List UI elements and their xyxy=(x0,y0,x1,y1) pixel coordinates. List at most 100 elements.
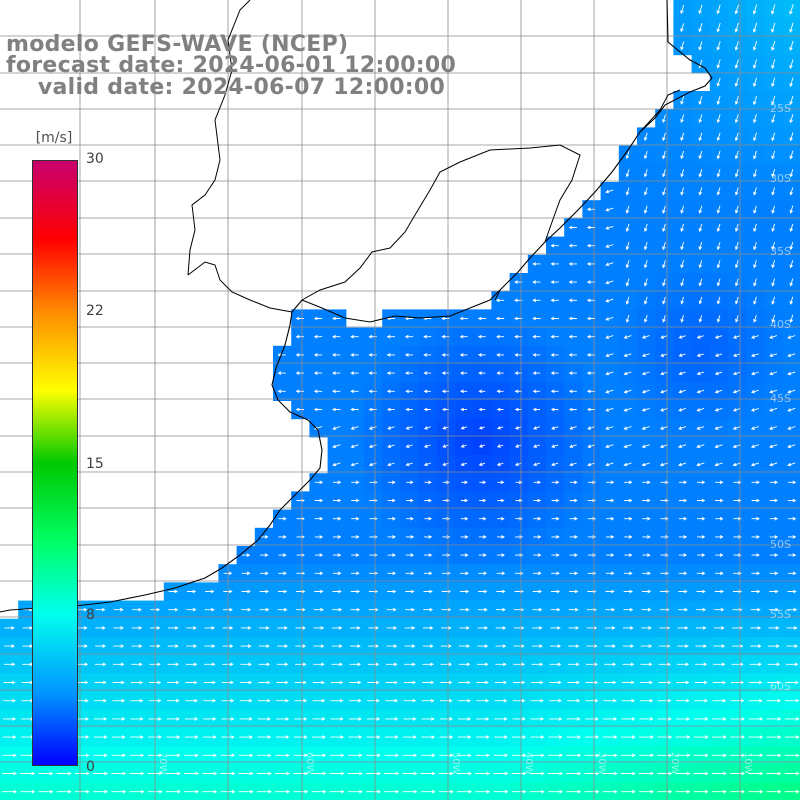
wind-arrow xyxy=(387,480,396,485)
wind-arrow xyxy=(511,771,527,776)
wind-arrow xyxy=(698,223,703,233)
wind-arrow xyxy=(769,589,779,594)
wind-arrow xyxy=(351,516,360,521)
wind-arrow xyxy=(111,753,126,758)
wind-arrow xyxy=(275,789,291,794)
wind-arrow xyxy=(3,680,16,685)
wind-arrow xyxy=(220,771,236,776)
colorbar-tick-0: 0 xyxy=(86,759,95,775)
wind-arrow xyxy=(405,462,413,467)
wind-arrow xyxy=(332,353,341,357)
wind-arrow xyxy=(734,187,739,196)
wind-arrow xyxy=(439,753,454,758)
wind-arrow xyxy=(458,662,471,667)
wind-arrow xyxy=(403,698,417,703)
wind-arrow xyxy=(459,607,470,612)
wind-arrow xyxy=(716,315,721,323)
wind-arrow xyxy=(606,498,615,503)
wind-arrow xyxy=(680,315,684,323)
wind-arrow xyxy=(241,571,251,576)
wind-arrow xyxy=(678,607,688,612)
wind-arrow xyxy=(698,132,703,142)
wind-arrow xyxy=(20,771,36,776)
wind-arrow xyxy=(642,535,651,539)
wind-arrow xyxy=(584,771,600,776)
wind-arrow xyxy=(495,298,505,303)
valid-date: valid date: 2024-06-07 12:00:00 xyxy=(6,75,446,100)
wind-arrow xyxy=(680,4,685,15)
wind-arrow xyxy=(475,771,491,776)
wind-arrow xyxy=(603,680,617,685)
wind-arrow xyxy=(493,753,509,758)
wind-arrow xyxy=(312,735,326,739)
wind-arrow xyxy=(332,389,341,394)
wind-arrow xyxy=(693,771,709,776)
wind-arrow xyxy=(311,789,327,794)
wind-arrow xyxy=(732,426,741,430)
wind-arrow xyxy=(460,389,468,394)
wind-arrow xyxy=(675,753,691,758)
wind-arrow xyxy=(662,169,666,178)
wind-arrow xyxy=(569,571,579,576)
wind-arrow xyxy=(532,444,541,448)
wind-arrow xyxy=(677,626,689,630)
wind-arrow xyxy=(276,680,289,685)
wind-arrow xyxy=(662,132,666,142)
wind-arrow xyxy=(421,698,435,703)
wind-arrow xyxy=(568,644,580,648)
wind-arrow xyxy=(769,553,779,557)
wind-arrow xyxy=(584,789,600,794)
wind-arrow xyxy=(56,771,72,776)
wind-arrow xyxy=(658,698,672,703)
wind-arrow xyxy=(386,662,398,667)
wind-arrow xyxy=(787,426,796,430)
wind-arrow xyxy=(696,353,704,357)
wind-arrow xyxy=(129,753,145,758)
wind-arrow xyxy=(623,407,632,412)
wind-arrow xyxy=(786,626,798,630)
wind-arrow xyxy=(203,680,216,685)
wind-arrow xyxy=(440,680,453,685)
wind-arrow xyxy=(680,296,684,305)
wind-arrow xyxy=(366,753,381,758)
wind-arrow xyxy=(696,335,704,339)
wind-arrow xyxy=(752,59,758,69)
wind-arrow xyxy=(495,662,507,667)
wind-arrow xyxy=(625,169,630,178)
wind-arrow xyxy=(223,607,233,612)
wind-arrow xyxy=(295,371,304,375)
wind-arrow xyxy=(643,205,648,214)
wind-arrow xyxy=(113,662,125,667)
wind-arrow xyxy=(789,260,794,269)
wind-arrow xyxy=(404,662,416,667)
wind-arrow xyxy=(461,480,469,485)
wind-arrow xyxy=(698,169,703,178)
wind-arrow xyxy=(662,241,666,251)
wind-arrow xyxy=(751,389,759,394)
wind-arrow xyxy=(77,607,88,612)
wind-arrow xyxy=(695,662,708,667)
wind-arrow xyxy=(348,717,362,721)
wind-arrow xyxy=(750,462,760,467)
wind-arrow xyxy=(698,96,703,105)
wind-arrow xyxy=(368,644,380,648)
longitude-label: 30W xyxy=(596,752,607,775)
wind-arrow xyxy=(662,187,666,196)
wind-arrow xyxy=(277,626,288,630)
wind-arrow xyxy=(258,698,271,703)
wind-arrow xyxy=(496,426,504,430)
wind-arrow xyxy=(550,371,559,375)
wind-arrow xyxy=(333,553,342,557)
wind-arrow xyxy=(623,353,632,358)
wind-arrow xyxy=(678,426,687,430)
wind-arrow xyxy=(586,662,598,667)
wind-arrow xyxy=(569,480,578,485)
wind-arrow xyxy=(277,389,286,394)
wind-arrow xyxy=(477,607,488,612)
wind-arrow xyxy=(623,462,632,467)
wind-arrow xyxy=(769,335,778,339)
wind-arrow xyxy=(693,735,709,739)
longitude-label: 40W xyxy=(523,752,534,775)
wind-arrow xyxy=(625,260,630,269)
